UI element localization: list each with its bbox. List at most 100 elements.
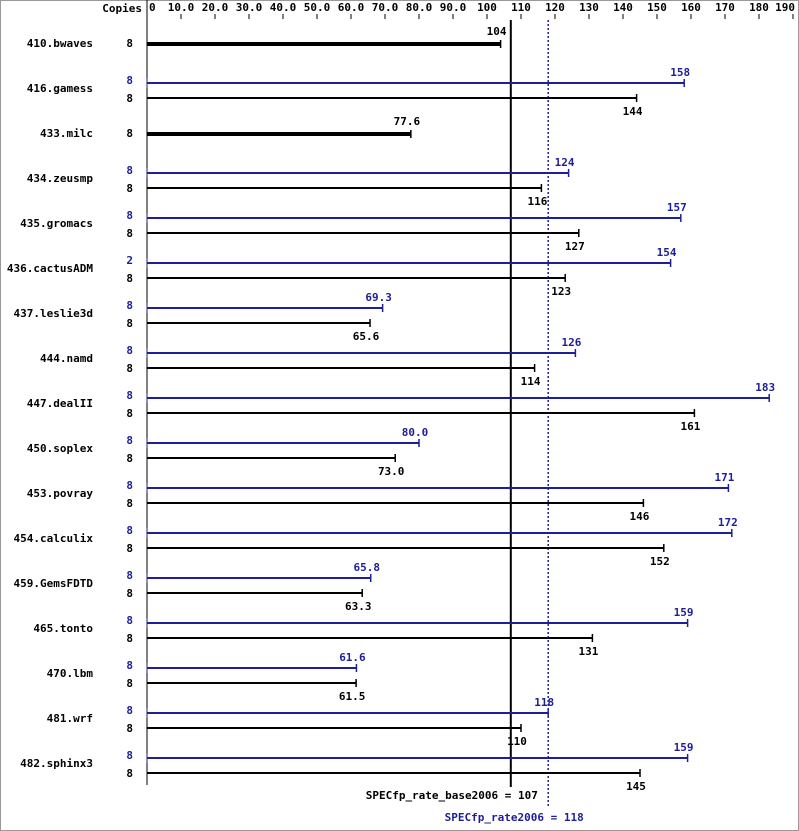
copies: 8 bbox=[126, 209, 133, 222]
x-tick-label: 190 bbox=[775, 1, 795, 14]
value-label: 123 bbox=[551, 285, 571, 298]
x-tick-label: 90.0 bbox=[440, 1, 467, 14]
benchmark-label: 444.namd bbox=[40, 352, 93, 365]
copies: 8 bbox=[126, 37, 133, 50]
benchmark-label: 416.gamess bbox=[27, 82, 93, 95]
x-tick-label: 80.0 bbox=[406, 1, 433, 14]
benchmark-label: 433.milc bbox=[40, 127, 93, 140]
x-tick-label: 60.0 bbox=[338, 1, 365, 14]
value-label: 158 bbox=[670, 66, 690, 79]
benchmark-label: 436.cactusADM bbox=[7, 262, 93, 275]
value-label: 146 bbox=[629, 510, 649, 523]
value-label: 159 bbox=[674, 741, 694, 754]
copies: 8 bbox=[126, 722, 133, 735]
value-label: 77.6 bbox=[394, 115, 421, 128]
benchmark-label: 437.leslie3d bbox=[14, 307, 93, 320]
copies: 8 bbox=[126, 344, 133, 357]
copies: 8 bbox=[126, 524, 133, 537]
copies: 8 bbox=[126, 659, 133, 672]
copies: 8 bbox=[126, 182, 133, 195]
value-label: 116 bbox=[527, 195, 547, 208]
benchmark-label: 410.bwaves bbox=[27, 37, 93, 50]
benchmark-label: 459.GemsFDTD bbox=[14, 577, 94, 590]
value-label: 80.0 bbox=[402, 426, 429, 439]
copies: 8 bbox=[126, 497, 133, 510]
copies: 2 bbox=[126, 254, 133, 267]
copies: 8 bbox=[126, 74, 133, 87]
value-label: 159 bbox=[674, 606, 694, 619]
benchmark-label: 470.lbm bbox=[47, 667, 94, 680]
x-tick-label: 170 bbox=[715, 1, 735, 14]
copies: 8 bbox=[126, 317, 133, 330]
benchmark-label: 453.povray bbox=[27, 487, 94, 500]
value-label: 65.6 bbox=[353, 330, 380, 343]
copies: 8 bbox=[126, 632, 133, 645]
value-label: 73.0 bbox=[378, 465, 405, 478]
copies: 8 bbox=[126, 749, 133, 762]
value-label: 144 bbox=[623, 105, 643, 118]
copies: 8 bbox=[126, 164, 133, 177]
x-tick-label: 130 bbox=[579, 1, 599, 14]
reference-label: SPECfp_rate_base2006 = 107 bbox=[366, 789, 538, 802]
copies: 8 bbox=[126, 587, 133, 600]
value-label: 104 bbox=[487, 25, 507, 38]
copies: 8 bbox=[126, 452, 133, 465]
value-label: 118 bbox=[534, 696, 554, 709]
copies: 8 bbox=[126, 362, 133, 375]
benchmark-label: 447.dealII bbox=[27, 397, 93, 410]
copies-header: Copies bbox=[102, 2, 142, 15]
value-label: 131 bbox=[578, 645, 598, 658]
copies: 8 bbox=[126, 677, 133, 690]
value-label: 172 bbox=[718, 516, 738, 529]
copies: 8 bbox=[126, 767, 133, 780]
x-tick-label: 100 bbox=[477, 1, 497, 14]
value-label: 152 bbox=[650, 555, 670, 568]
benchmark-label: 434.zeusmp bbox=[27, 172, 94, 185]
value-label: 61.6 bbox=[339, 651, 366, 664]
benchmark-label: 454.calculix bbox=[14, 532, 94, 545]
value-label: 127 bbox=[565, 240, 585, 253]
value-label: 124 bbox=[555, 156, 575, 169]
x-tick-label: 140 bbox=[613, 1, 633, 14]
x-tick-label: 0 bbox=[149, 1, 156, 14]
copies: 8 bbox=[126, 407, 133, 420]
x-tick-label: 10.0 bbox=[168, 1, 195, 14]
benchmark-label: 450.soplex bbox=[27, 442, 94, 455]
copies: 8 bbox=[126, 434, 133, 447]
value-label: 171 bbox=[714, 471, 734, 484]
copies: 8 bbox=[126, 227, 133, 240]
value-label: 65.8 bbox=[353, 561, 380, 574]
copies: 8 bbox=[126, 479, 133, 492]
copies: 8 bbox=[126, 299, 133, 312]
x-tick-label: 120 bbox=[545, 1, 565, 14]
benchmark-label: 481.wrf bbox=[47, 712, 93, 725]
copies: 8 bbox=[126, 614, 133, 627]
x-tick-label: 150 bbox=[647, 1, 667, 14]
copies: 8 bbox=[126, 92, 133, 105]
value-label: 183 bbox=[755, 381, 775, 394]
x-tick-label: 40.0 bbox=[270, 1, 297, 14]
x-tick-label: 50.0 bbox=[304, 1, 331, 14]
copies: 8 bbox=[126, 569, 133, 582]
x-tick-label: 110 bbox=[511, 1, 531, 14]
value-label: 61.5 bbox=[339, 690, 366, 703]
value-label: 110 bbox=[507, 735, 527, 748]
x-tick-label: 180 bbox=[749, 1, 769, 14]
benchmark-label: 435.gromacs bbox=[20, 217, 93, 230]
value-label: 63.3 bbox=[345, 600, 372, 613]
benchmark-label: 465.tonto bbox=[33, 622, 93, 635]
value-label: 154 bbox=[657, 246, 677, 259]
value-label: 161 bbox=[680, 420, 700, 433]
value-label: 157 bbox=[667, 201, 687, 214]
copies: 8 bbox=[126, 127, 133, 140]
x-tick-label: 160 bbox=[681, 1, 701, 14]
copies: 8 bbox=[126, 389, 133, 402]
copies: 8 bbox=[126, 704, 133, 717]
copies: 8 bbox=[126, 542, 133, 555]
value-label: 145 bbox=[626, 780, 646, 793]
value-label: 126 bbox=[561, 336, 581, 349]
benchmark-label: 482.sphinx3 bbox=[20, 757, 93, 770]
value-label: 114 bbox=[521, 375, 541, 388]
